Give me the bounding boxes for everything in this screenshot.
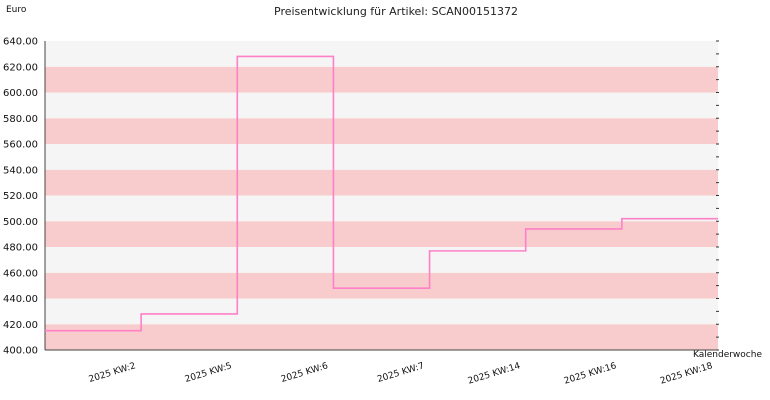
y-tick-label: 460.00 bbox=[3, 268, 38, 279]
grid-bands bbox=[45, 41, 718, 350]
grid-band bbox=[45, 144, 718, 170]
grid-band bbox=[45, 298, 718, 325]
x-tick-label: 2025 KW:5 bbox=[184, 361, 233, 385]
axes bbox=[44, 40, 719, 351]
x-tick-label: 2025 KW:14 bbox=[467, 361, 522, 386]
grid-band bbox=[45, 118, 718, 144]
y-tick-label: 580.00 bbox=[3, 114, 38, 125]
y-tick-label: 640.00 bbox=[3, 37, 38, 48]
y-tick-label: 480.00 bbox=[3, 243, 38, 254]
x-tick-label: 2025 KW:7 bbox=[376, 361, 425, 385]
chart-title: Preisentwicklung für Artikel: SCAN001513… bbox=[274, 5, 518, 18]
grid-band bbox=[45, 41, 718, 67]
y-tick-label: 540.00 bbox=[3, 165, 38, 176]
price-step-line bbox=[45, 55, 718, 332]
x-tick-labels: 2025 KW:2 2025 KW:5 2025 KW:6 2025 KW:7 2025… bbox=[88, 361, 714, 386]
grid-band bbox=[45, 66, 718, 93]
y-tick-label: 500.00 bbox=[3, 217, 38, 228]
price-series bbox=[45, 55, 718, 332]
y-tick-label: 420.00 bbox=[3, 320, 38, 331]
x-tick-label: 2025 KW:16 bbox=[563, 361, 618, 386]
y-tick-label: 620.00 bbox=[3, 62, 38, 73]
grid-band bbox=[45, 272, 718, 299]
grid-band bbox=[45, 247, 718, 273]
y-axis-label: Euro bbox=[6, 5, 27, 15]
y-tick-label: 440.00 bbox=[3, 294, 38, 305]
y-tick-labels: 400.00 420.00 440.00 460.00 480.00 500.00 520.… bbox=[3, 37, 38, 357]
x-tick-label: 2025 KW:18 bbox=[659, 361, 714, 386]
y-tick-label: 600.00 bbox=[3, 88, 38, 99]
x-axis-label: Kalenderwoche bbox=[692, 350, 762, 360]
y-tick-label: 560.00 bbox=[3, 140, 38, 151]
y-tick-label: 520.00 bbox=[3, 191, 38, 202]
x-tick-label: 2025 KW:2 bbox=[88, 361, 137, 385]
grid-band bbox=[45, 169, 718, 196]
grid-band bbox=[45, 92, 718, 119]
grid-band bbox=[45, 221, 718, 247]
y-tick-label: 400.00 bbox=[3, 346, 38, 357]
x-tick-label: 2025 KW:6 bbox=[280, 361, 330, 385]
grid-band bbox=[45, 324, 718, 350]
grid-band bbox=[45, 195, 718, 222]
